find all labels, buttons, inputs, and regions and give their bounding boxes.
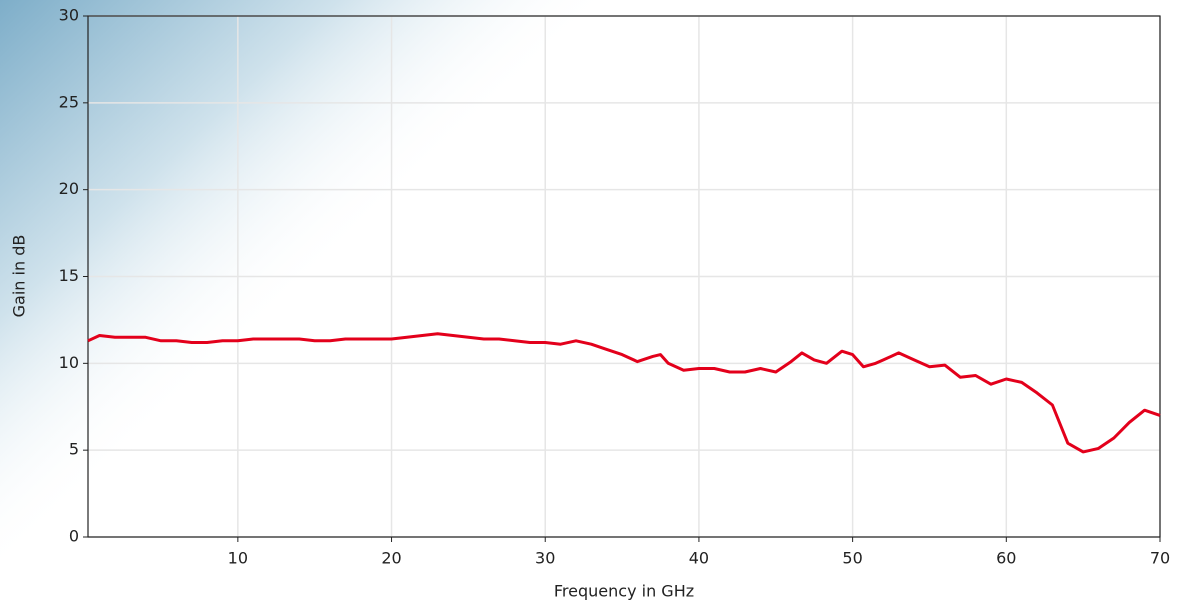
y-tick-label: 25 bbox=[59, 92, 79, 111]
x-tick-label: 10 bbox=[228, 549, 248, 568]
y-axis-label: Gain in dB bbox=[10, 235, 29, 318]
x-axis-label: Frequency in GHz bbox=[554, 582, 694, 601]
x-tick-label: 30 bbox=[535, 549, 555, 568]
x-tick-label: 60 bbox=[996, 549, 1016, 568]
y-tick-label: 30 bbox=[59, 6, 79, 25]
data-line bbox=[87, 332, 1161, 454]
y-tick-label: 0 bbox=[69, 527, 79, 546]
y-tick-label: 5 bbox=[69, 440, 79, 459]
x-tick-label: 50 bbox=[842, 549, 862, 568]
y-tick-label: 20 bbox=[59, 179, 79, 198]
x-tick-label: 40 bbox=[689, 549, 709, 568]
x-tick-label: 70 bbox=[1150, 549, 1170, 568]
x-tick-label: 20 bbox=[381, 549, 401, 568]
y-tick-label: 15 bbox=[59, 266, 79, 285]
y-tick-label: 10 bbox=[59, 353, 79, 372]
